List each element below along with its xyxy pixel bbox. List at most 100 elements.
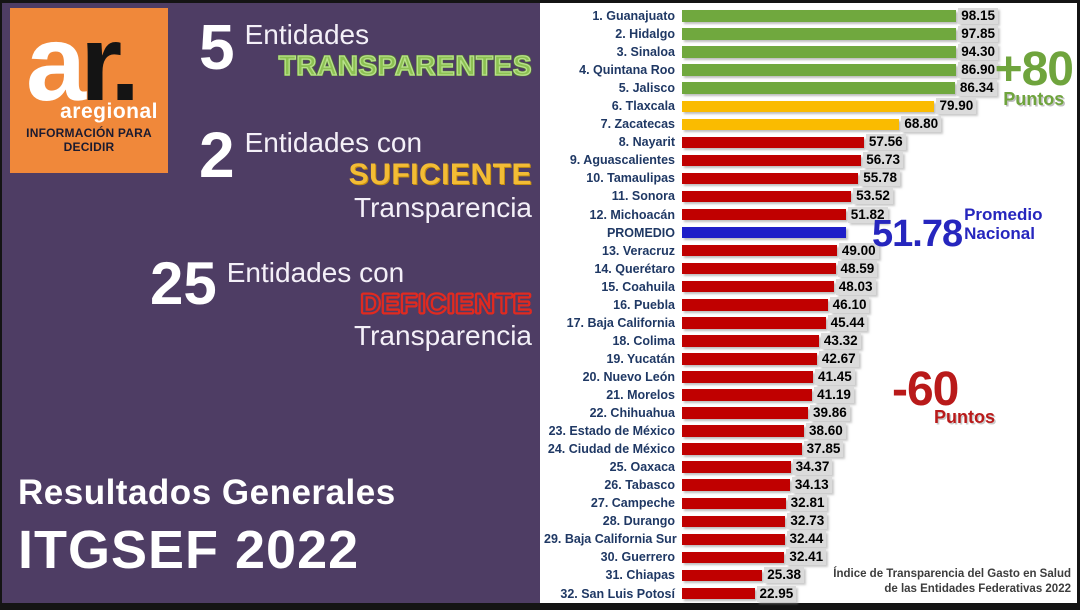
- bar-label: 19. Yucatán: [606, 351, 675, 366]
- annotation-promedio-nacional: 51.78 Promedio Nacional: [872, 205, 1043, 255]
- bar-value: 48.03: [835, 278, 876, 295]
- bar-chart: 1. Guanajuato 98.15 2. Hidalgo 97.85 3. Sina…: [540, 3, 1077, 603]
- bar-value: 41.19: [814, 387, 854, 403]
- bar-label: 24. Ciudad de México: [547, 442, 675, 457]
- chart-row: 5. Jalisco 86.34: [540, 79, 1077, 97]
- chart-row: 10. Tamaulipas 55.78: [540, 169, 1077, 187]
- chart-row: 17. Baja California 45.44: [540, 314, 1077, 332]
- chart-row: 32. San Luis Potosí 22.95: [540, 585, 1077, 603]
- summary-count: 25: [150, 250, 217, 317]
- bar-track: 32.81: [682, 495, 998, 512]
- bar-track: 55.78: [682, 170, 998, 187]
- bar-track: 42.67: [682, 350, 998, 367]
- chart-row: 2. Hidalgo 97.85: [540, 25, 1077, 43]
- bar-value: 22.95: [756, 585, 797, 602]
- bar: [682, 569, 763, 582]
- bar-value: 32.81: [787, 495, 828, 512]
- chart-row: 18. Colima 43.32: [540, 332, 1077, 350]
- bar-track: 41.19: [682, 387, 998, 403]
- summary-line1: Entidades con: [244, 127, 423, 158]
- chart-row: 29. Baja California Sur 32.44: [540, 530, 1077, 548]
- chart-row: 21. Morelos 41.19: [540, 386, 1077, 404]
- bar: [682, 371, 813, 383]
- bar-value: 68.80: [901, 116, 942, 133]
- chart-row: 30. Guerrero 32.41: [540, 548, 1077, 566]
- bar-label: PROMEDIO: [606, 225, 675, 240]
- bar: [682, 479, 790, 491]
- bar-label: 6. Tlaxcala: [611, 99, 675, 114]
- bar-value: 39.86: [809, 405, 850, 422]
- bar: [682, 64, 957, 76]
- bar-track: 34.13: [682, 477, 998, 494]
- summary-line1: Entidades: [244, 19, 370, 50]
- summary-deficiente: 25 Entidades con DEFICIENTE Transparenci…: [150, 250, 532, 351]
- bar: [682, 317, 826, 329]
- chart-row: 20. Nuevo León 41.45: [540, 368, 1077, 386]
- bar-track: 98.15: [682, 8, 998, 25]
- chart-rows: 1. Guanajuato 98.15 2. Hidalgo 97.85 3. Sina…: [540, 7, 1077, 603]
- bar-value: 46.10: [829, 296, 870, 313]
- chart-row: 3. Sinaloa 94.30: [540, 43, 1077, 61]
- bar: [682, 10, 957, 22]
- bar-track: 34.37: [682, 459, 998, 476]
- chart-row: 14. Querétaro 48.59: [540, 260, 1077, 278]
- summary-line3: Transparencia: [354, 319, 532, 351]
- bar-value: 42.67: [818, 350, 859, 367]
- bar: [682, 299, 828, 311]
- summary-transparentes: 5 Entidades TRANSPARENTES: [199, 15, 532, 82]
- bar-track: [682, 226, 998, 239]
- bar-label: 32. San Luis Potosí: [560, 586, 675, 601]
- chart-row: 19. Yucatán 42.67: [540, 350, 1077, 368]
- bar-track: 22.95: [682, 585, 998, 602]
- summary-highlight: TRANSPARENTES: [278, 50, 532, 82]
- bar-label: 23. Estado de México: [548, 424, 675, 439]
- bar-track: 25.38: [682, 567, 998, 584]
- bar: [682, 353, 817, 365]
- chart-row: 15. Coahuila 48.03: [540, 278, 1077, 296]
- promedio-label2: Nacional: [964, 223, 1035, 243]
- bar-value: 45.44: [827, 314, 868, 331]
- bar: [682, 551, 785, 564]
- summary-count: 2: [199, 119, 235, 191]
- bar-label: 9. Aguascalientes: [569, 153, 675, 168]
- bar: [682, 262, 836, 275]
- bar-label: 30. Guerrero: [600, 550, 675, 565]
- bar-value: 55.78: [860, 170, 901, 187]
- bar: [682, 425, 804, 437]
- aregional-logo: ar. aregional INFORMACIÓN PARA DECIDIR: [10, 8, 168, 173]
- bar-label: 22. Chihuahua: [589, 406, 675, 421]
- bar: [682, 172, 859, 185]
- plus-80-label: Puntos: [1003, 88, 1065, 109]
- bar: [682, 389, 813, 401]
- bar: [682, 280, 834, 293]
- bar-label: 11. Sonora: [611, 189, 675, 204]
- bar: [682, 154, 862, 167]
- bar: [682, 28, 957, 40]
- bar-track: 56.73: [682, 152, 998, 169]
- bar: [682, 461, 791, 473]
- bar-value: 43.32: [820, 332, 861, 349]
- bar-track: 86.34: [682, 80, 998, 97]
- bar-label: 17. Baja California: [566, 315, 675, 330]
- bar-value: 98.15: [958, 8, 998, 25]
- bar-track: 43.32: [682, 332, 998, 349]
- bar-track: 32.44: [682, 531, 998, 548]
- bar-track: 32.73: [682, 513, 998, 530]
- bar-track: 37.85: [682, 441, 998, 458]
- left-panel: ar. aregional INFORMACIÓN PARA DECIDIR 5…: [2, 3, 540, 603]
- chart-row: 22. Chihuahua 39.86: [540, 404, 1077, 422]
- annotation-minus-60: -60 Puntos: [892, 366, 995, 428]
- bar-track: 49.00: [682, 242, 998, 259]
- minus-60-label: Puntos: [934, 406, 995, 427]
- bar-value: 34.37: [792, 459, 833, 476]
- promedio-label1: Promedio: [964, 205, 1043, 224]
- chart-row: 16. Puebla 46.10: [540, 296, 1077, 314]
- bar-label: 28. Durango: [602, 514, 675, 529]
- bar-value: 48.59: [837, 260, 878, 277]
- bar: [682, 100, 935, 112]
- bar: [682, 208, 846, 221]
- promedio-value: 51.78: [872, 213, 963, 255]
- bar-value: 32.44: [786, 531, 827, 548]
- bar-label: 5. Jalisco: [618, 81, 675, 96]
- plus-80-value: +80: [994, 43, 1074, 96]
